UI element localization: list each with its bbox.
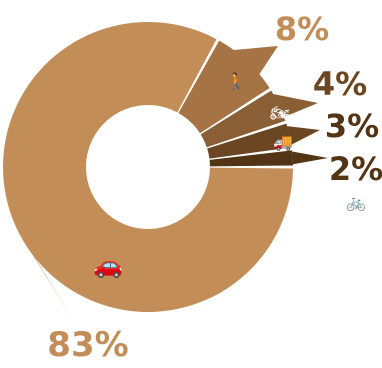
labels-group: 83% 8% 4% 3% 2% — [47, 10, 382, 365]
data-label-1: 8% — [275, 10, 329, 48]
slice-2 — [200, 90, 286, 148]
motorcycle-icon: 🏍 — [270, 104, 290, 123]
data-label-3: 3% — [325, 107, 379, 145]
slice-4 — [209, 150, 293, 167]
car-icon: 🚗 — [93, 251, 123, 279]
slice-3 — [207, 123, 292, 159]
walker-with-dog-icon: 🚶 — [226, 72, 246, 91]
data-label-4: 2% — [329, 150, 382, 188]
slice-callout-0 — [15, 225, 73, 318]
slice-1 — [178, 40, 270, 134]
slice-callout-4 — [292, 151, 328, 165]
truck-icon: 🚚 — [273, 133, 293, 152]
slices-group — [2, 21, 328, 318]
slice-callout-1 — [233, 46, 278, 75]
slice-0 — [2, 21, 293, 312]
data-label-2: 4% — [313, 65, 367, 103]
slice-callout-3 — [287, 126, 320, 145]
slice-callout-2 — [273, 93, 318, 118]
data-label-0: 83% — [47, 325, 128, 365]
bicycle-icon: 🚲 — [346, 193, 366, 212]
icons-group: 🚗 🚶 🏍 🚚 🚲 — [93, 72, 366, 280]
